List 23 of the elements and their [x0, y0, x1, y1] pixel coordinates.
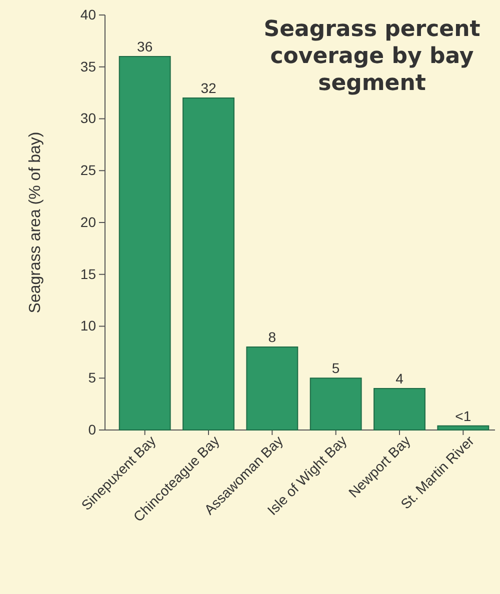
- bar: [310, 378, 362, 430]
- y-tick-label: 25: [80, 162, 96, 178]
- bar: [118, 56, 171, 430]
- data-label: 36: [137, 38, 153, 54]
- y-axis-title: Seagrass area (% of bay): [27, 132, 44, 314]
- y-tick-label: 35: [80, 58, 96, 74]
- bar: [246, 346, 298, 430]
- data-label: 8: [268, 329, 276, 345]
- y-tick-label: 20: [80, 214, 96, 230]
- y-tick-label: 10: [80, 318, 96, 334]
- y-tick-label: 15: [80, 266, 96, 282]
- y-tick-label: 30: [80, 110, 96, 126]
- y-tick-label: 5: [88, 370, 96, 386]
- text: Seagrass percent coverage by bay segment: [264, 17, 481, 96]
- y-tick-label: 0: [88, 421, 96, 438]
- data-label: <1: [455, 408, 472, 424]
- data-label: 32: [200, 80, 216, 96]
- bar: [437, 425, 490, 430]
- bar: [182, 98, 234, 430]
- data-label: 5: [332, 360, 340, 376]
- data-label: 4: [396, 370, 404, 386]
- y-tick-label: 40: [80, 6, 96, 22]
- bar: [374, 388, 426, 430]
